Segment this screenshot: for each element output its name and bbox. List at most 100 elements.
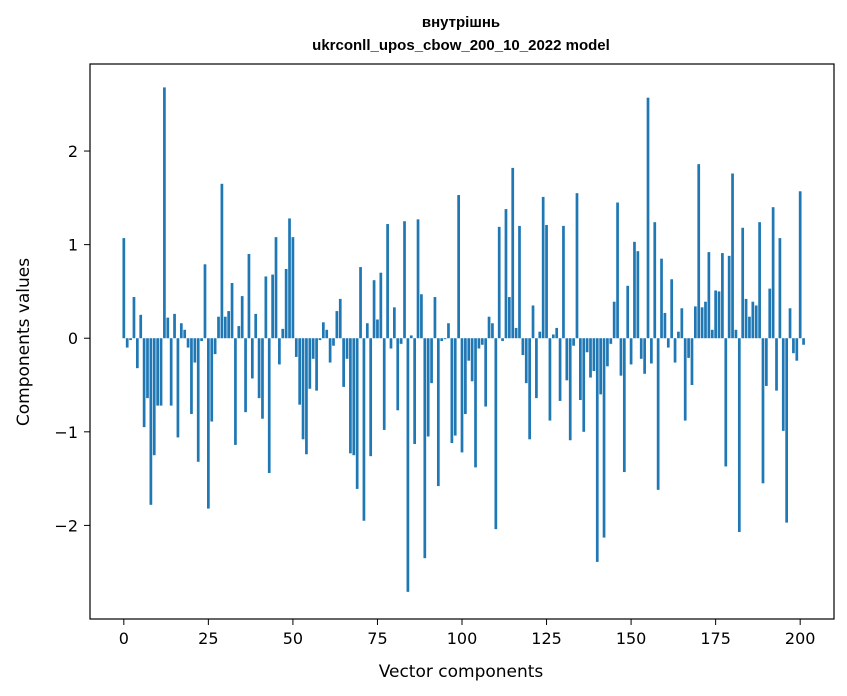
bar-131	[565, 338, 569, 381]
bar-75	[376, 319, 379, 339]
bar-72	[365, 323, 369, 339]
bars-group	[122, 87, 805, 592]
bar-129	[558, 338, 562, 401]
bar-57	[315, 338, 318, 391]
bar-98	[453, 338, 457, 436]
bar-39	[254, 313, 258, 339]
bar-86	[413, 338, 417, 444]
bar-14	[169, 338, 173, 406]
bar-184	[744, 298, 748, 339]
bar-5	[139, 314, 143, 339]
bar-161	[666, 338, 670, 348]
chart-title: внутрішнь	[422, 14, 500, 31]
bar-178	[724, 338, 728, 467]
bar-1	[125, 338, 129, 348]
bar-173	[707, 252, 711, 339]
bar-64	[338, 298, 342, 339]
bar-123	[538, 331, 542, 339]
bar-170	[697, 164, 701, 339]
bar-42	[264, 276, 268, 339]
bar-55	[308, 338, 312, 389]
bar-160	[663, 312, 667, 339]
bar-89	[423, 338, 427, 559]
bar-99	[457, 195, 460, 339]
bar-150	[629, 338, 633, 365]
bar-93	[436, 338, 440, 487]
bar-135	[579, 338, 582, 400]
bar-29	[220, 183, 224, 339]
bar-104	[474, 338, 477, 468]
bar-43	[267, 338, 271, 473]
bar-118	[521, 338, 525, 356]
bar-114	[507, 297, 511, 339]
bar-80	[393, 307, 396, 339]
bar-116	[514, 327, 518, 339]
bar-201	[802, 338, 805, 345]
bar-71	[362, 338, 366, 521]
bar-21	[193, 338, 197, 363]
bar-157	[653, 222, 657, 339]
bar-11	[159, 338, 163, 406]
bar-168	[690, 338, 694, 386]
bar-33	[234, 338, 237, 445]
bar-30	[223, 316, 227, 339]
bar-91	[430, 338, 433, 384]
bar-23	[200, 338, 203, 342]
x-tick-label: 50	[283, 629, 303, 648]
x-tick-label: 0	[119, 629, 129, 648]
bar-17	[179, 323, 183, 339]
bar-77	[382, 338, 386, 430]
bar-2	[129, 338, 132, 341]
bar-37	[247, 253, 251, 339]
bar-32	[230, 283, 234, 339]
bar-193	[775, 338, 778, 391]
bar-22	[196, 338, 200, 462]
bar-124	[541, 196, 545, 339]
bar-10	[156, 338, 159, 406]
bar-120	[528, 338, 531, 440]
bar-73	[369, 338, 373, 457]
bar-162	[670, 279, 674, 339]
bar-68	[352, 338, 356, 456]
bar-67	[349, 338, 352, 454]
bar-176	[717, 291, 721, 339]
x-tick-label: 75	[367, 629, 387, 648]
bar-149	[626, 285, 630, 339]
x-axis-label: Vector components	[379, 662, 544, 682]
bar-185	[748, 316, 751, 339]
bar-96	[447, 323, 450, 339]
bar-112	[501, 338, 504, 342]
bar-140	[595, 338, 599, 562]
bar-139	[592, 338, 596, 371]
bar-111	[497, 226, 501, 339]
x-tick-label: 100	[447, 629, 478, 648]
bar-156	[650, 338, 653, 364]
bar-195	[781, 338, 785, 431]
bar-143	[606, 338, 609, 367]
bar-59	[321, 322, 325, 339]
x-tick-label: 150	[616, 629, 647, 648]
bar-153	[639, 338, 643, 359]
bar-74	[372, 280, 376, 339]
bar-56	[311, 338, 315, 359]
bar-155	[646, 97, 650, 339]
bar-167	[687, 338, 690, 358]
bar-60	[325, 329, 329, 339]
bar-79	[389, 338, 393, 349]
bar-92	[433, 297, 437, 339]
bar-24	[203, 264, 207, 339]
bar-159	[660, 258, 663, 339]
bar-179	[727, 255, 731, 339]
bar-164	[677, 331, 680, 339]
bar-154	[643, 338, 646, 374]
y-axis-label: Components values	[14, 258, 34, 426]
bar-177	[721, 253, 724, 339]
bar-141	[599, 338, 603, 395]
bar-128	[555, 327, 559, 339]
bar-127	[551, 334, 555, 339]
bar-41	[261, 338, 264, 419]
x-tick-label: 125	[531, 629, 562, 648]
bar-19	[186, 338, 190, 348]
bar-62	[332, 338, 335, 346]
bar-163	[673, 338, 677, 363]
